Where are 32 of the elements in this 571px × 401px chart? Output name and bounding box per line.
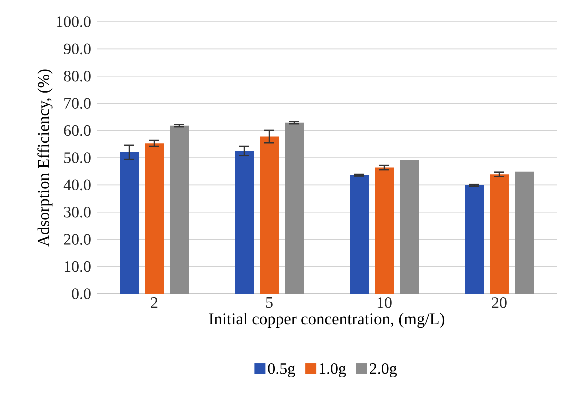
bar: [515, 172, 534, 294]
x-tick-label: 2: [151, 298, 158, 308]
y-tick-label: 60.0: [64, 125, 91, 136]
x-tick-label: 20: [492, 298, 507, 308]
y-axis-title: Adsorption Efficiency, (%): [38, 70, 53, 247]
legend-label: 1.0g: [320, 363, 346, 378]
bar: [145, 144, 164, 294]
bar: [465, 185, 484, 294]
x-axis-title: Initial copper concentration, (mg/L): [209, 313, 445, 328]
x-tick-label: 10: [378, 298, 392, 308]
bar: [120, 152, 139, 294]
y-tick-label: 20.0: [64, 234, 91, 246]
bar: [170, 126, 189, 294]
y-tick-label: 50.0: [64, 152, 91, 164]
x-tick-label: 5: [266, 298, 273, 308]
y-tick-label: 0.0: [72, 288, 91, 300]
bar: [235, 151, 254, 294]
bar: [285, 122, 304, 294]
y-tick-label: 30.0: [64, 206, 91, 218]
bar: [375, 168, 394, 294]
bar: [260, 136, 279, 294]
y-tick-label: 70.0: [64, 98, 91, 110]
y-tick-label: 100.0: [57, 16, 91, 28]
y-tick-label: 10.0: [64, 261, 91, 272]
y-tick-label: 90.0: [64, 44, 91, 55]
legend-label: 2.0g: [370, 363, 398, 378]
y-tick-label: 80.0: [64, 70, 91, 82]
bar: [490, 174, 510, 294]
bar: [350, 175, 370, 294]
y-tick-label: 40.0: [64, 180, 91, 191]
bar: [400, 160, 420, 294]
legend-label: 0.5g: [268, 363, 296, 378]
